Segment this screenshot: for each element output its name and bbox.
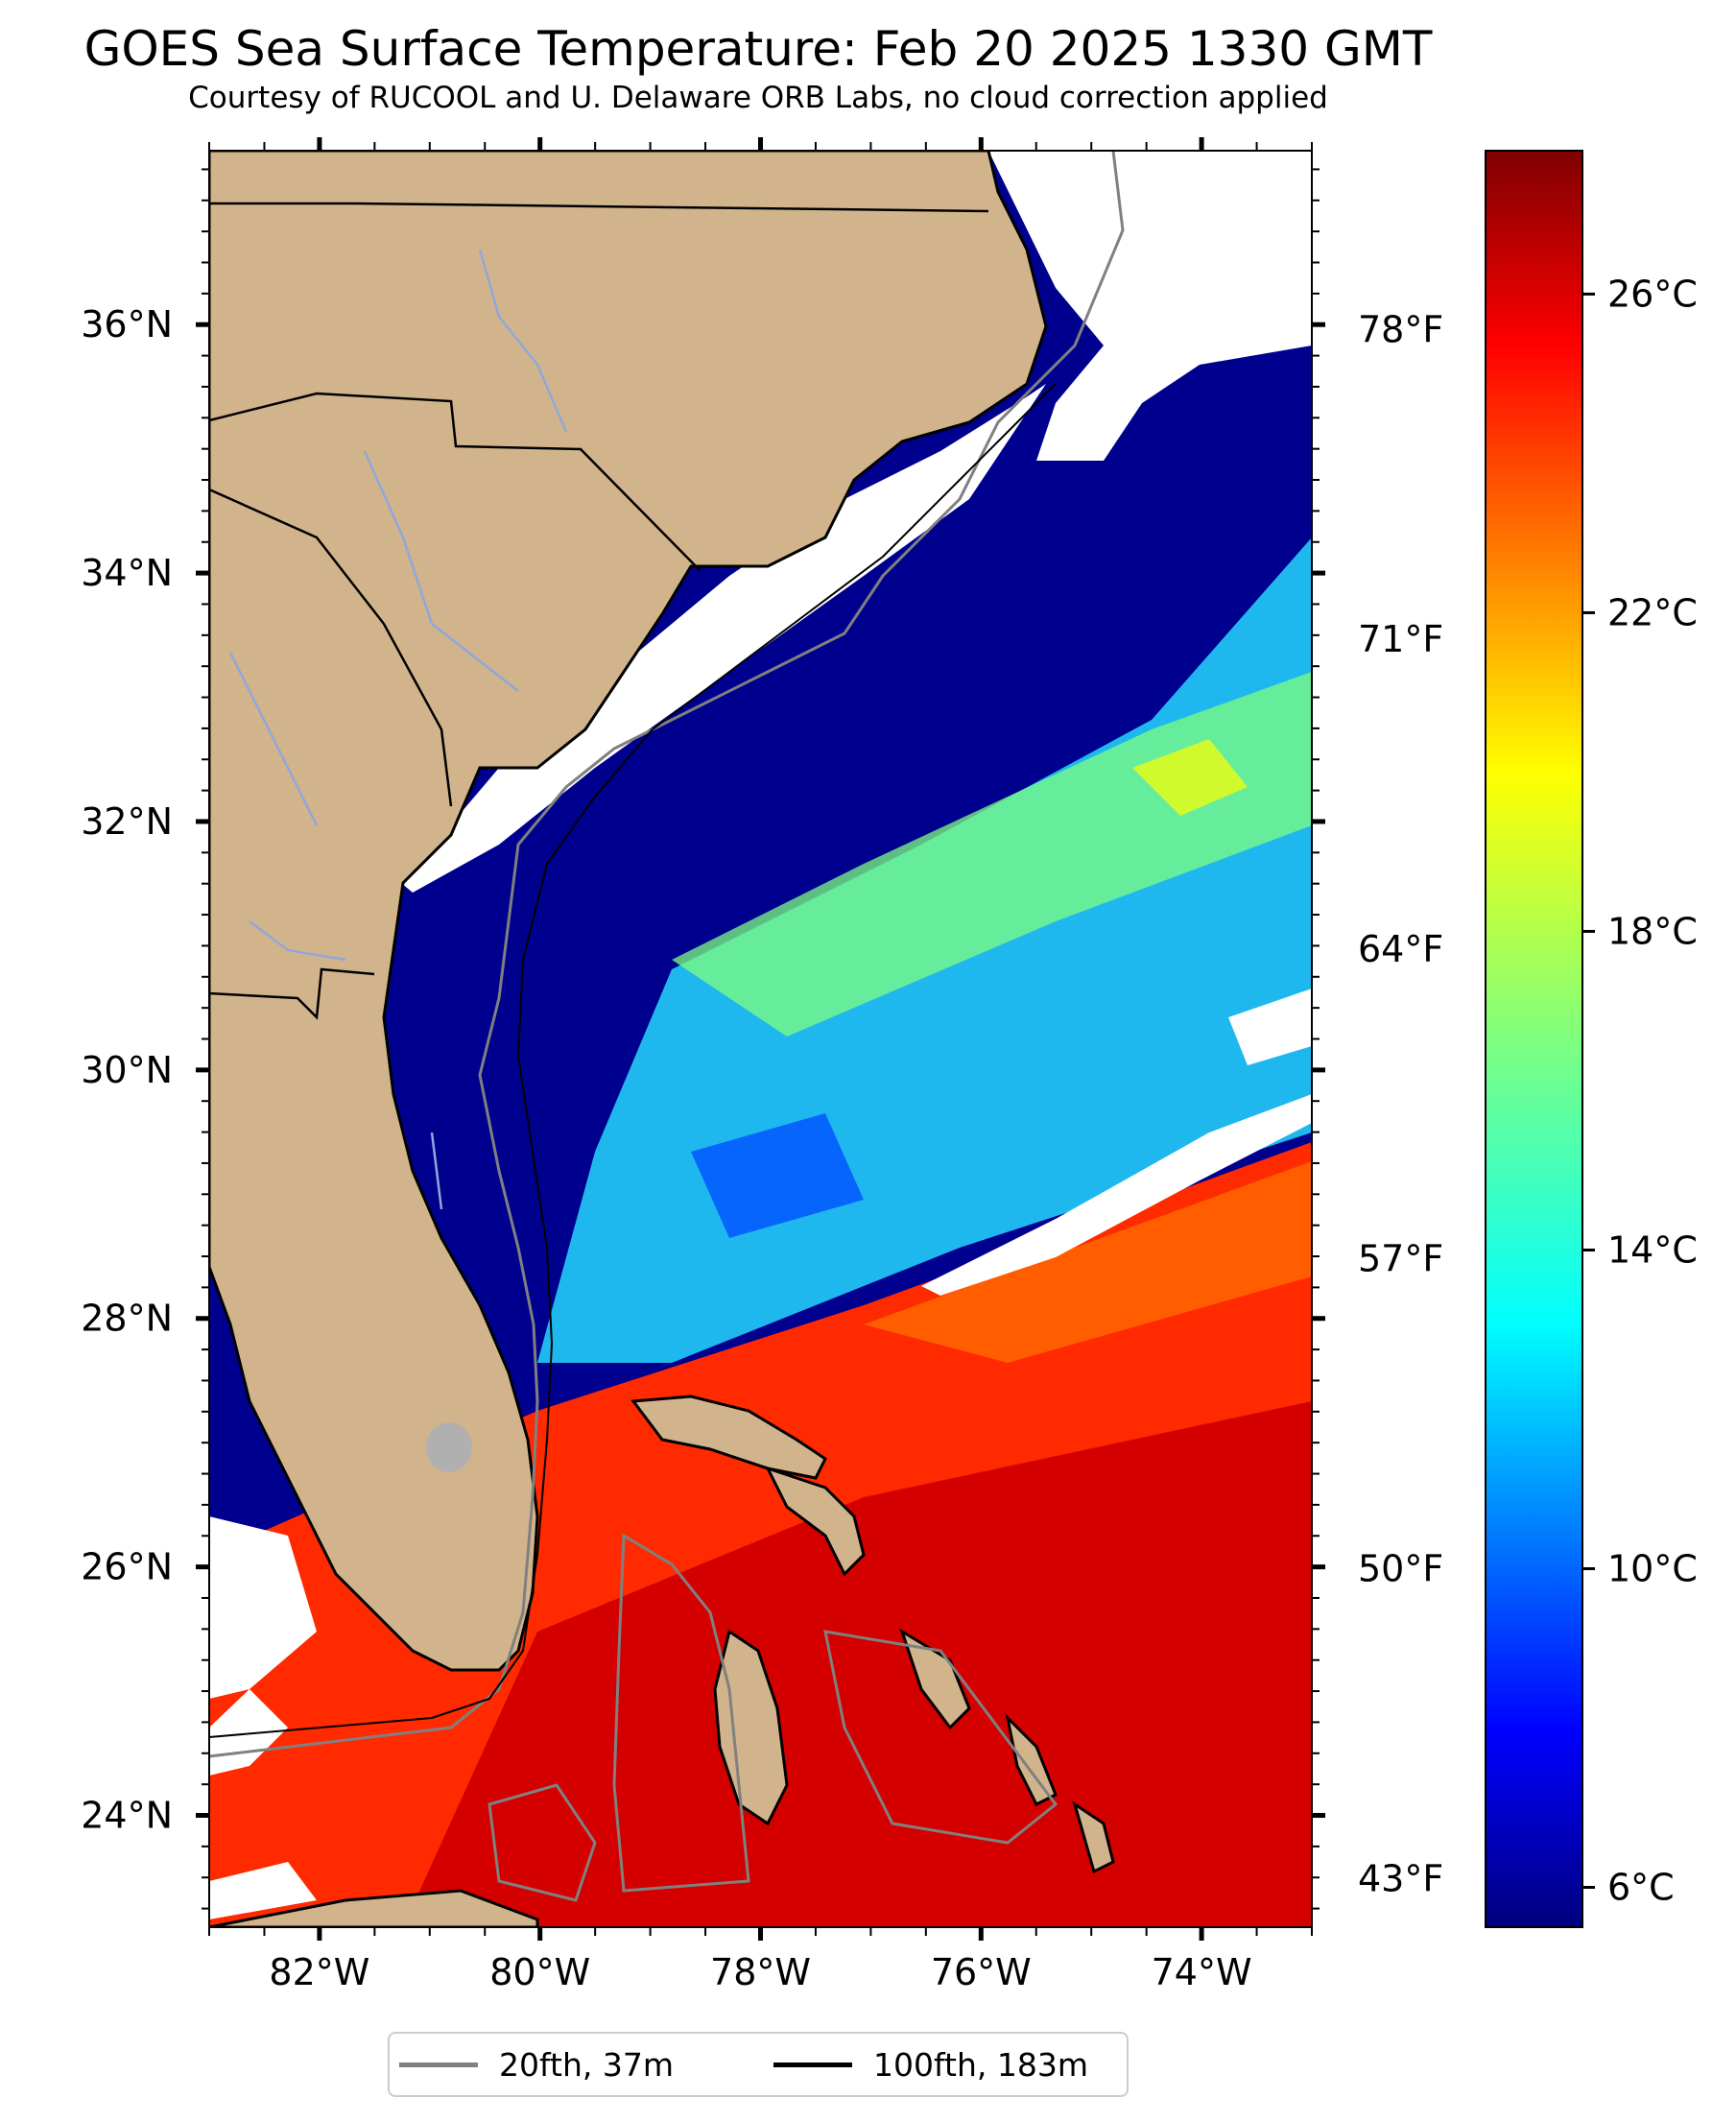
fahrenheit-label: 43°F <box>1358 1857 1443 1899</box>
cloud-east-streak <box>921 1094 1312 1296</box>
rivers <box>228 249 568 1210</box>
isobath-20fth <box>209 151 1125 1758</box>
colorbar-tick-label: 18°C <box>1607 910 1698 952</box>
land-cuba <box>209 1889 539 1927</box>
legend-line-100fth <box>773 2062 852 2067</box>
lat-tick-label: 36°N <box>81 303 173 346</box>
cloud-northeast <box>988 151 1312 461</box>
land-grand-bahama <box>630 1395 827 1480</box>
sst-orange-patch <box>864 1161 1312 1363</box>
colorbar-tick-label: 22°C <box>1607 591 1698 633</box>
lake-okeechobee <box>426 1422 472 1472</box>
colorbar-tick-label: 26°C <box>1607 273 1698 315</box>
isobath-100fth <box>209 383 1057 1738</box>
lon-tick-label: 76°W <box>931 1951 1032 1993</box>
legend-label-100fth: 100fth, 183m <box>873 2046 1088 2084</box>
lat-tick-label: 28°N <box>81 1298 173 1340</box>
lon-tick-label: 74°W <box>1152 1951 1252 1993</box>
lat-tick-label: 32°N <box>81 800 173 843</box>
land-eleuthera <box>899 1628 971 1730</box>
fahrenheit-label: 71°F <box>1358 618 1443 660</box>
fahrenheit-label: 78°F <box>1358 308 1443 350</box>
cloud-east-right <box>1228 989 1312 1065</box>
land-exumas <box>1005 1713 1058 1807</box>
cloud-south-gulf <box>209 1862 317 1919</box>
sst-yellow-spot <box>1132 739 1248 816</box>
land-cat-island <box>1072 1800 1115 1874</box>
sst-hot-core <box>403 1401 1312 1927</box>
map-axes: 82°W 80°W 78°W 76°W 74°W 24°N 26°N 28°N 30°N 32°N… <box>81 137 1443 1993</box>
state-borders <box>209 202 989 1020</box>
map-title: GOES Sea Surface Temperature: Feb 20 202… <box>83 21 1433 77</box>
land-abaco <box>765 1466 866 1577</box>
legend-line-20fth <box>399 2062 478 2067</box>
colorbar-ticks: 6°C 10°C 14°C 18°C 22°C 26°C <box>1582 273 1698 1908</box>
land-us-southeast <box>209 151 1048 1672</box>
fahrenheit-label: 50°F <box>1358 1547 1443 1589</box>
colorbar-tick-label: 10°C <box>1607 1547 1698 1589</box>
sst-blue-patch <box>691 1113 864 1238</box>
cloud-west-gulf <box>209 1516 317 1699</box>
legend-box: 20fth, 37m 100fth, 183m <box>388 2032 1129 2097</box>
lon-tick-label: 78°W <box>710 1951 811 1993</box>
legend-label-20fth: 20fth, 37m <box>499 2046 674 2084</box>
map-subtitle: Courtesy of RUCOOL and U. Delaware ORB L… <box>188 81 1328 115</box>
land-andros <box>713 1629 789 1826</box>
lon-tick-label: 82°W <box>269 1951 369 1993</box>
colorbar-tick-label: 6°C <box>1607 1866 1675 1908</box>
map-panel <box>209 151 1312 1927</box>
fahrenheit-label: 64°F <box>1358 928 1443 970</box>
bahamas-bank-outline <box>488 1533 1058 1902</box>
fahrenheit-label: 57°F <box>1358 1238 1443 1280</box>
lat-tick-label: 26°N <box>81 1546 173 1588</box>
lat-tick-label: 24°N <box>81 1795 173 1837</box>
lat-tick-label: 30°N <box>81 1049 173 1091</box>
legend-item-20fth: 20fth, 37m <box>399 2046 674 2084</box>
colorbar-tick-label: 14°C <box>1607 1228 1698 1271</box>
colorbar <box>1485 150 1583 1928</box>
lat-tick-label: 34°N <box>81 552 173 594</box>
lon-tick-label: 80°W <box>489 1951 590 1993</box>
cloud-nearshore <box>401 384 1046 893</box>
legend-item-100fth: 100fth, 183m <box>773 2046 1088 2084</box>
